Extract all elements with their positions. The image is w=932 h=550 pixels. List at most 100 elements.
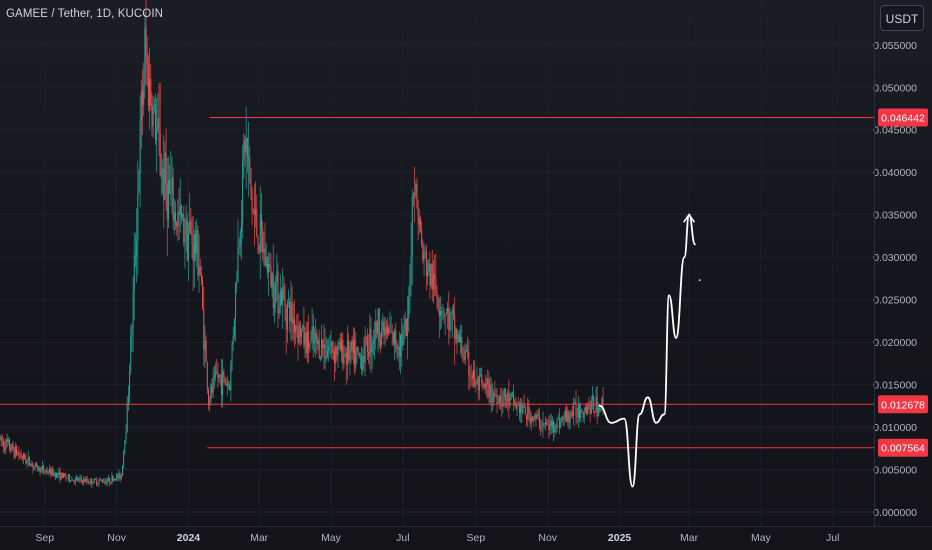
candle-body <box>589 406 591 414</box>
candle-body <box>50 468 52 476</box>
candle-body <box>508 391 510 406</box>
candle-body <box>509 397 511 406</box>
x-tick-label: May <box>321 532 342 544</box>
candle-body <box>309 342 311 349</box>
candle-body <box>555 426 557 429</box>
candle-body <box>117 475 119 478</box>
candle-body <box>447 307 449 312</box>
candle-body <box>507 391 509 401</box>
candle-body <box>443 312 445 316</box>
candle-body <box>456 328 458 343</box>
candle-body <box>131 328 133 336</box>
candle-body <box>200 275 202 281</box>
candle-body <box>562 416 564 420</box>
candle-body <box>18 453 20 455</box>
candle-body <box>465 349 467 351</box>
candle-body <box>240 222 242 232</box>
candle-body <box>315 332 317 340</box>
candle-body <box>331 341 333 353</box>
candle-body <box>518 405 520 413</box>
candle-body <box>323 344 325 348</box>
candles <box>0 0 604 488</box>
candle-body <box>395 330 397 348</box>
candle-body <box>90 479 92 483</box>
candle-body <box>78 478 80 481</box>
candle-body <box>1 440 3 442</box>
candle-body <box>469 375 471 377</box>
candle-body <box>498 396 500 402</box>
price-axis[interactable]: 0.055000 0.050000 0.045000 0.040000 0.035000… <box>873 40 917 519</box>
candle-body <box>109 477 111 483</box>
candle-body <box>317 340 319 344</box>
candle-body <box>110 482 112 484</box>
candle-body <box>531 416 533 421</box>
y-tick-label: 0.040000 <box>873 167 917 179</box>
candle-body <box>582 412 584 418</box>
candle-body <box>346 340 348 365</box>
candle-body <box>379 340 381 345</box>
candle-body <box>268 264 270 273</box>
candle-body <box>249 156 251 168</box>
candle-body <box>106 481 108 484</box>
candle-body <box>575 401 577 416</box>
candle-body <box>348 340 350 361</box>
candle-body <box>273 303 275 308</box>
candle-body <box>182 214 184 218</box>
candle-body <box>68 474 70 481</box>
candle-body <box>326 350 328 358</box>
candle-body <box>513 392 515 402</box>
candle-body <box>602 398 604 413</box>
candle-body <box>352 339 354 353</box>
candle-body <box>44 470 46 472</box>
candle-body <box>378 308 380 341</box>
currency-button[interactable]: USDT <box>880 5 924 31</box>
candle-body <box>597 407 599 417</box>
candle-body <box>489 384 491 398</box>
projection-drawing[interactable] <box>598 213 701 488</box>
candle-body <box>417 207 419 225</box>
candle-body <box>535 415 537 419</box>
candle-body <box>30 464 32 466</box>
candle-body <box>232 336 234 345</box>
candle-body <box>467 349 469 352</box>
candle-body <box>176 222 178 227</box>
x-tick-label: Nov <box>107 532 126 544</box>
candle-body <box>581 409 583 413</box>
candle-body <box>180 205 182 218</box>
candle-body <box>58 471 60 476</box>
y-tick-label: 0.055000 <box>873 40 917 52</box>
candle-body <box>316 332 318 344</box>
candle-body <box>218 374 220 379</box>
x-tick-label: Mar <box>680 532 699 544</box>
candle-body <box>140 90 142 120</box>
candle-body <box>24 453 26 460</box>
candle-body <box>330 341 332 347</box>
candle-body <box>226 384 228 386</box>
candle-body <box>553 421 555 432</box>
candle-body <box>126 403 128 433</box>
candle-body <box>579 404 581 419</box>
time-axis[interactable]: Sep Nov 2024 Mar May Jul Sep Nov 2025 Mar May Jul <box>35 532 839 544</box>
candle-body <box>40 468 42 473</box>
candle-body <box>216 371 218 373</box>
candle-body <box>251 190 253 210</box>
candle-body <box>324 344 326 359</box>
symbol-title[interactable]: GAMEE / Tether, 1D, KUCOIN <box>6 8 164 20</box>
candle-body <box>19 454 21 456</box>
y-tick-label: 0.015000 <box>873 380 917 392</box>
candle-body <box>262 228 264 253</box>
candle-body <box>270 266 272 287</box>
candle-body <box>569 415 571 423</box>
candle-body <box>59 471 61 480</box>
candle-body <box>65 476 67 479</box>
candle-body <box>372 340 374 344</box>
candle-body <box>36 463 38 466</box>
candle-body <box>5 439 7 450</box>
candle-body <box>541 426 543 428</box>
horizontal-levels[interactable]: 0.046442 0.012678 0.007564 <box>0 108 928 457</box>
candle-body <box>97 483 99 485</box>
candle-body <box>322 339 324 348</box>
y-tick-label: 0.000000 <box>873 507 917 519</box>
